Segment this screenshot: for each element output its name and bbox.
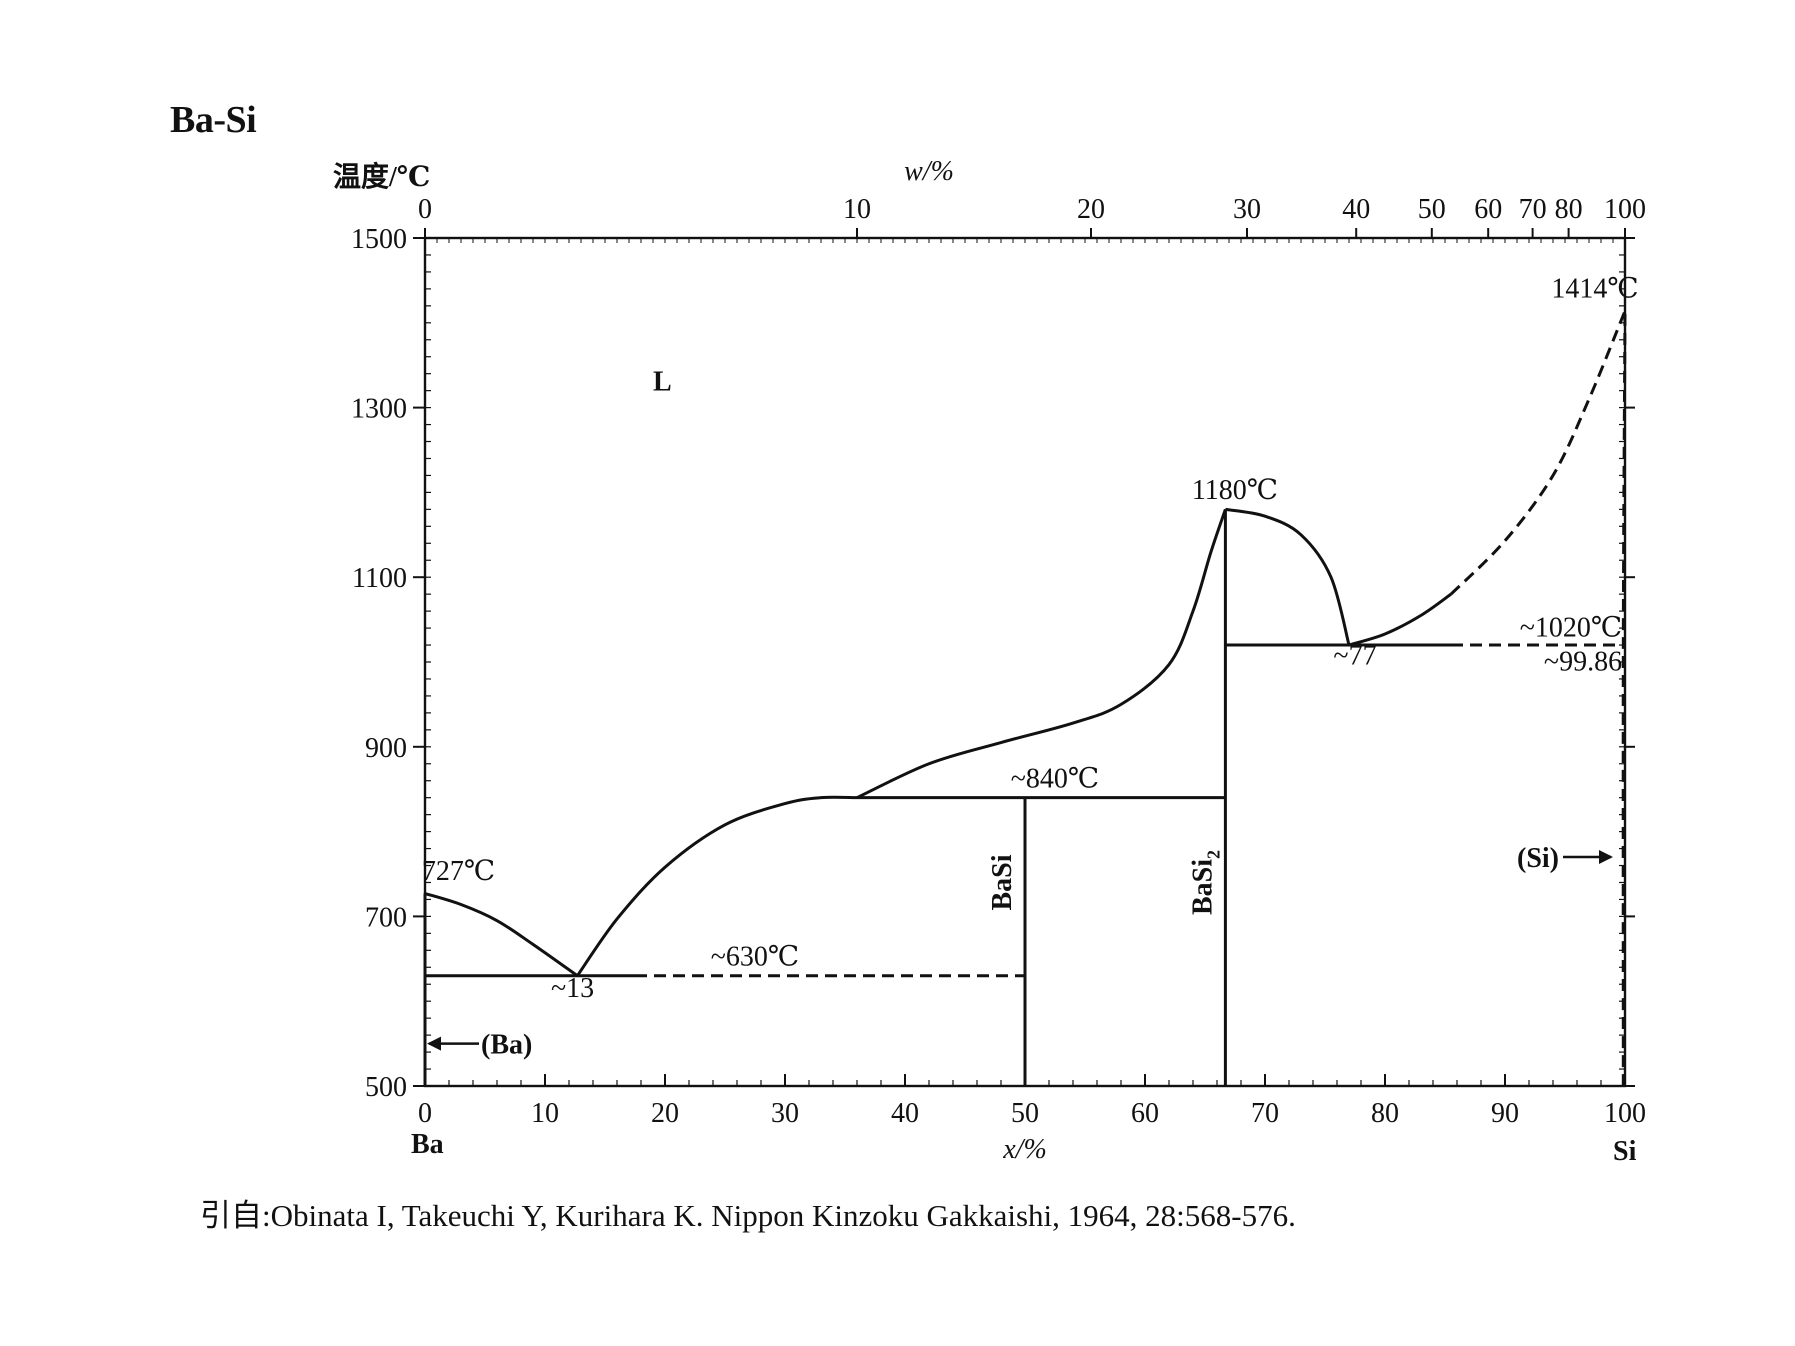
w-tick-label: 40 bbox=[1342, 194, 1370, 225]
x-end-label-left: Ba bbox=[411, 1129, 444, 1160]
x-tick-label: 90 bbox=[1491, 1098, 1519, 1129]
annotation-1180: 1180℃ bbox=[1192, 475, 1278, 506]
y-tick-label: 900 bbox=[365, 733, 407, 764]
w-tick-label: 60 bbox=[1474, 194, 1502, 225]
curve-liquidus-basi bbox=[576, 795, 858, 977]
w-tick-label: 0 bbox=[418, 194, 432, 225]
phase-label-ba: (Ba) bbox=[481, 1030, 532, 1061]
curve-liquidus-basi2-right bbox=[1225, 507, 1351, 646]
y-axis-label: 温度/℃ bbox=[333, 161, 430, 193]
x-tick-label: 0 bbox=[418, 1098, 432, 1129]
annotation-77: ~77 bbox=[1333, 641, 1376, 672]
x-tick-label: 80 bbox=[1371, 1098, 1399, 1129]
x-axis-label: x/% bbox=[1002, 1134, 1047, 1165]
y-tick-label: 700 bbox=[365, 902, 407, 933]
curve-liquidus-si bbox=[1348, 592, 1452, 647]
x-tick-label: 30 bbox=[771, 1098, 799, 1129]
phase-label-basi2: BaSi2 bbox=[1187, 850, 1223, 915]
w-tick-label: 80 bbox=[1555, 194, 1583, 225]
x-tick-label: 40 bbox=[891, 1098, 919, 1129]
w-axis-label: w/% bbox=[904, 156, 954, 187]
annotation-840: ~840℃ bbox=[1011, 764, 1099, 795]
x-tick-label: 60 bbox=[1131, 1098, 1159, 1129]
page-title: Ba-Si bbox=[170, 99, 257, 141]
phase-label-basi: BaSi bbox=[987, 854, 1018, 910]
x-tick-label: 20 bbox=[651, 1098, 679, 1129]
w-tick-label: 100 bbox=[1604, 194, 1646, 225]
annotation-630: ~630℃ bbox=[711, 942, 799, 973]
phase-label-si: (Si) bbox=[1517, 843, 1559, 874]
w-tick-label: 20 bbox=[1077, 194, 1105, 225]
citation: 引自:Obinata I, Takeuchi Y, Kurihara K. Ni… bbox=[200, 1198, 1296, 1233]
x-tick-label: 70 bbox=[1251, 1098, 1279, 1129]
si-arrow-head bbox=[1599, 850, 1613, 865]
y-tick-label: 1300 bbox=[351, 394, 407, 425]
annotation-1414: 1414℃ bbox=[1551, 273, 1638, 304]
annotation-9986: ~99.86 bbox=[1544, 646, 1622, 677]
curve-liquidus-basi2 bbox=[856, 508, 1227, 800]
x-tick-label: 100 bbox=[1604, 1098, 1646, 1129]
annotation-13: ~13 bbox=[551, 973, 594, 1004]
x-end-label-right: Si bbox=[1613, 1136, 1637, 1167]
x-tick-label: 50 bbox=[1011, 1098, 1039, 1129]
y-tick-label: 1500 bbox=[351, 224, 407, 255]
y-tick-label: 1100 bbox=[352, 563, 407, 594]
w-tick-label: 70 bbox=[1519, 194, 1547, 225]
curve-liquidus-si-dashed bbox=[1449, 310, 1627, 596]
w-tick-label: 30 bbox=[1233, 194, 1261, 225]
w-tick-label: 50 bbox=[1418, 194, 1446, 225]
annotation-1020: ~1020℃ bbox=[1520, 613, 1622, 644]
curve-liquidus-ba bbox=[424, 892, 579, 977]
curve-si-solvus bbox=[1621, 310, 1627, 1087]
w-tick-label: 10 bbox=[843, 194, 871, 225]
phase-label-l: L bbox=[653, 367, 672, 398]
phase-curves bbox=[423, 310, 1627, 1087]
annotation-727: 727℃ bbox=[422, 856, 495, 887]
y-tick-label: 500 bbox=[365, 1072, 407, 1103]
x-tick-label: 10 bbox=[531, 1098, 559, 1129]
ba-arrow-head bbox=[427, 1036, 441, 1051]
